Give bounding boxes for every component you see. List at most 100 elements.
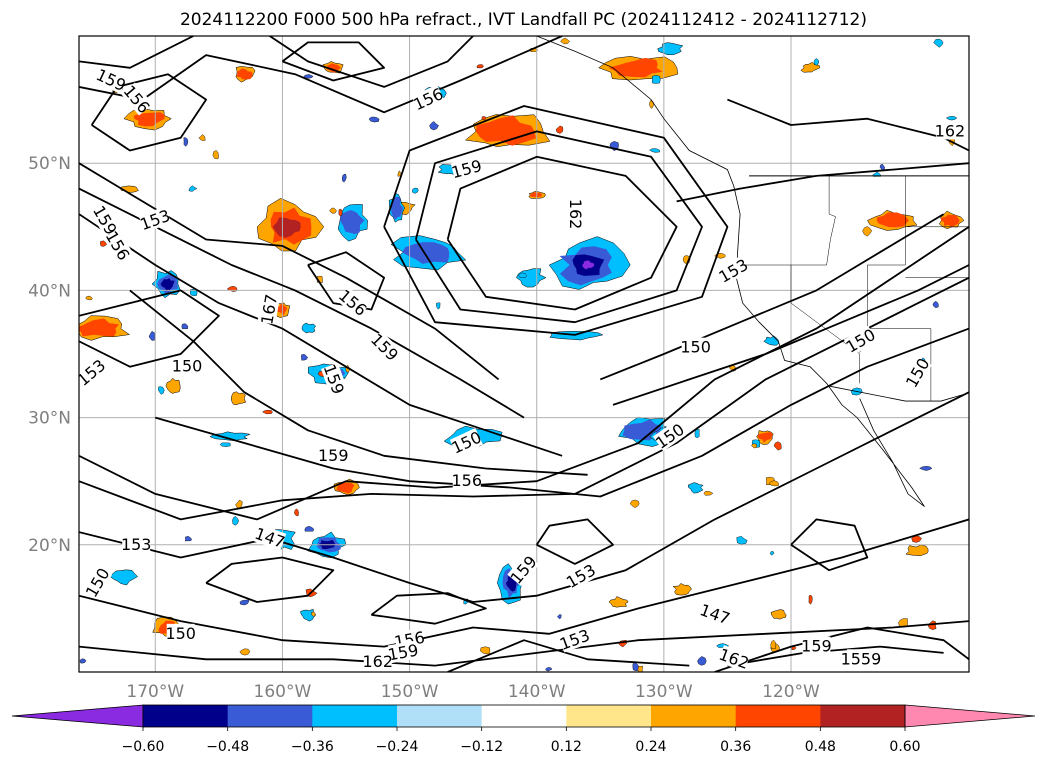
anomaly-speckle xyxy=(79,658,87,664)
contour-line-20 xyxy=(612,264,969,406)
colorbar-extend-high xyxy=(904,704,1036,728)
contour-label-bg xyxy=(558,626,591,653)
lat-tick-label-3: 20°N xyxy=(28,536,71,556)
contour-label-21: 159 xyxy=(318,446,349,465)
state-border-5 xyxy=(867,328,932,402)
anomaly-speckle xyxy=(85,295,93,301)
anomaly-speckle xyxy=(862,226,873,237)
anomaly-speckle xyxy=(629,499,640,509)
colorbar-frame xyxy=(142,704,906,728)
anomaly-patch-12 xyxy=(236,68,253,80)
contour-label-4: 162 xyxy=(566,199,585,230)
contour-label-bg xyxy=(653,420,687,452)
contour-label-14: 150 xyxy=(172,357,203,376)
colorbar-tick-label-8: 0.48 xyxy=(805,739,836,755)
contour-label-bg xyxy=(566,200,585,229)
contour-line-27 xyxy=(307,251,385,311)
contour-line-24 xyxy=(205,556,335,603)
anomaly-speckle xyxy=(481,116,487,121)
contour-line-19 xyxy=(599,213,945,381)
contour-label-bg xyxy=(173,356,202,375)
colorbar-segment-1 xyxy=(227,705,313,727)
contour-label-35: 159 xyxy=(801,637,832,656)
contour-line-6 xyxy=(79,162,500,381)
anomaly-speckle xyxy=(212,150,219,160)
colorbar: −0.60 −0.48 −0.36 −0.24 −0.12 0.12 0.24 0.36 0.4… xyxy=(11,704,1036,755)
contour-label-bg xyxy=(166,623,195,642)
contour-label-bg xyxy=(681,337,710,356)
colorbar-tick-label-7: 0.36 xyxy=(720,739,751,755)
anomaly-patch-3 xyxy=(272,217,301,238)
anomaly-speckle xyxy=(184,535,192,542)
anomaly-patch-19 xyxy=(165,377,181,394)
contour-line-30 xyxy=(535,518,614,565)
contour-label-bg xyxy=(411,84,445,113)
contour-label-5: 162 xyxy=(935,121,966,140)
colorbar-segment-3 xyxy=(397,705,483,727)
anomaly-speckle xyxy=(341,173,347,183)
contour-line-14 xyxy=(79,518,969,648)
contour-label-bg xyxy=(717,645,751,672)
contour-label-bg xyxy=(122,534,151,553)
anomaly-speckle xyxy=(148,331,156,341)
contour-line-17 xyxy=(714,626,969,672)
anomaly-patch-45 xyxy=(209,431,252,442)
anomaly-speckle xyxy=(703,490,714,496)
anomaly-patch-5 xyxy=(79,318,119,337)
anomaly-speckle xyxy=(198,134,206,141)
anomaly-patch-23 xyxy=(940,214,960,228)
anomaly-speckle xyxy=(911,535,922,543)
anomaly-speckle xyxy=(770,550,775,556)
anomaly-speckle xyxy=(545,667,553,672)
contour-label-bg xyxy=(82,565,112,600)
colorbar-segment-8 xyxy=(820,705,906,727)
colorbar-tick-label-5: 0.12 xyxy=(551,739,582,755)
contour-label-bg xyxy=(319,445,348,464)
contour-label-bg xyxy=(103,228,133,263)
anomaly-speckle xyxy=(694,429,700,439)
contour-label-bg xyxy=(846,649,875,668)
anomaly-patch-0 xyxy=(133,112,165,127)
anomaly-patch-11 xyxy=(336,482,355,494)
anomaly-speckle xyxy=(933,38,944,48)
anomaly-speckle xyxy=(262,409,273,415)
axis-labels: 50°N 40°N 30°N 20°N 170°W 160°W 150°W 140°W 130°… xyxy=(28,35,970,702)
map-frame xyxy=(78,35,970,673)
contour-line-4 xyxy=(79,36,194,69)
contour-line-13 xyxy=(79,391,969,603)
contour-label-bg xyxy=(452,471,481,490)
anomaly-speckle xyxy=(773,441,782,451)
anomaly-patch-25 xyxy=(582,260,595,270)
anomaly-speckle xyxy=(518,272,527,279)
anomaly-patch-46 xyxy=(301,322,316,334)
anomaly-speckle xyxy=(181,323,189,329)
anomaly-patch-15 xyxy=(757,431,773,443)
coastline xyxy=(536,36,925,507)
contour-label-26: 150 xyxy=(165,624,196,643)
contour-label-bg xyxy=(507,553,540,587)
contour-line-28 xyxy=(281,41,385,82)
anomaly-speckle xyxy=(311,611,316,617)
contour-label-16: 150 xyxy=(680,338,711,357)
contour-line-8 xyxy=(79,213,563,457)
anomaly-speckle xyxy=(338,208,343,217)
contour-label-bg xyxy=(450,156,483,181)
contour-label-bg xyxy=(79,356,108,389)
colorbar-tick-label-1: −0.48 xyxy=(206,739,249,755)
lat-tick-label-1: 40°N xyxy=(28,281,71,301)
anomaly-speckle xyxy=(183,137,189,147)
anomaly-patch-43 xyxy=(687,482,704,494)
contour-label-bg xyxy=(363,651,392,670)
anomaly-patch-14 xyxy=(905,544,929,557)
contour-label-bg xyxy=(698,600,732,628)
contour-label-36: 1559 xyxy=(841,649,882,668)
state-border-1 xyxy=(790,265,860,384)
contour-label-bg xyxy=(935,121,964,140)
anomaly-patch-27 xyxy=(339,210,365,235)
anomaly-speckle xyxy=(239,599,250,606)
contour-label-bg xyxy=(716,255,750,286)
lon-tick-label-3: 140°W xyxy=(508,682,566,702)
anomaly-patch-17 xyxy=(770,609,787,620)
anomaly-patch-16 xyxy=(230,391,247,405)
